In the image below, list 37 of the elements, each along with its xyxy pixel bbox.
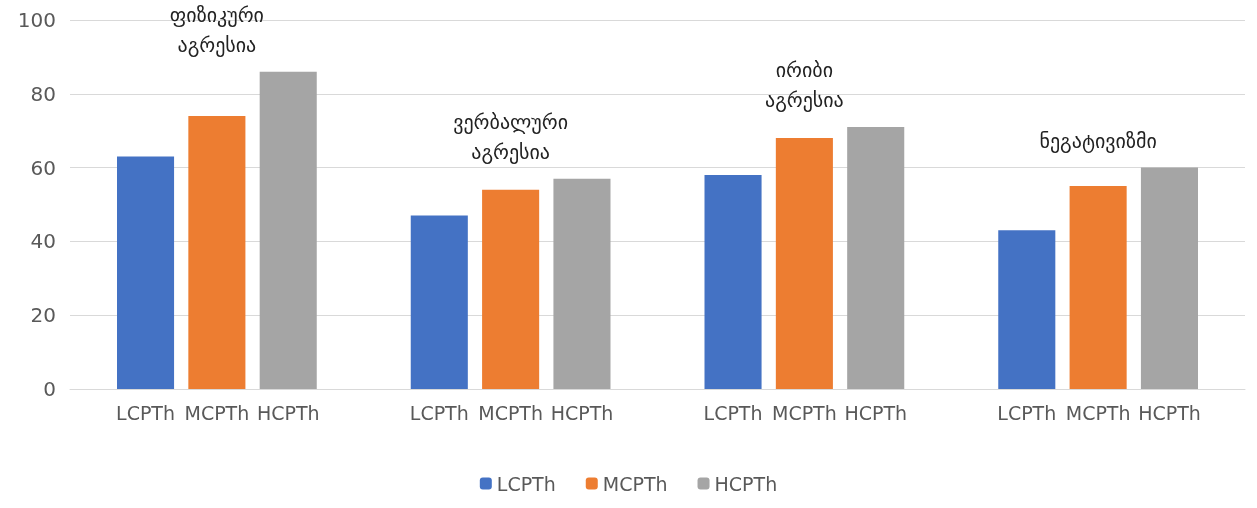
legend-label: LCPTh <box>496 472 556 495</box>
bar <box>553 178 611 389</box>
bar <box>998 230 1056 389</box>
x-tick-label: ფიზიკური აგრესია <box>169 2 264 57</box>
bar <box>1069 186 1127 389</box>
x-tick-label: ირიბი აგრესია <box>764 58 844 113</box>
bar <box>117 156 175 389</box>
text: HCPTh <box>550 401 614 424</box>
bar <box>775 138 833 389</box>
text: HCPTh <box>1138 401 1201 424</box>
bar <box>704 174 762 389</box>
text: HCPTh <box>844 401 908 424</box>
text: LCPTh <box>409 401 469 424</box>
y-tick-label: 20 <box>30 303 56 328</box>
y-tick-label: 100 <box>17 8 56 32</box>
legend-label: MCPTh <box>602 472 668 495</box>
y-tick-label: 80 <box>30 81 56 106</box>
bar <box>1140 167 1198 389</box>
legend-label: HCPTh <box>714 472 778 495</box>
y-tick-label: 40 <box>30 229 56 254</box>
x-tick-label: ნეგატივიზმი <box>1039 128 1157 153</box>
text: MCPTh <box>478 401 544 424</box>
text: LCPTh <box>997 401 1057 424</box>
text: MCPTh <box>184 401 250 424</box>
bar <box>188 115 246 389</box>
y-tick-label: 60 <box>30 155 56 180</box>
text: MCPTh <box>771 401 837 424</box>
text: LCPTh <box>116 401 176 424</box>
text: LCPTh <box>703 401 763 424</box>
x-tick-label: ვერბალური აგრესია <box>453 109 569 164</box>
bar <box>482 189 540 389</box>
bar <box>259 71 317 389</box>
y-tick-label: 0 <box>43 377 56 401</box>
bar <box>410 215 468 389</box>
bar <box>847 127 905 389</box>
text: HCPTh <box>256 401 320 424</box>
text: MCPTh <box>1065 401 1131 424</box>
